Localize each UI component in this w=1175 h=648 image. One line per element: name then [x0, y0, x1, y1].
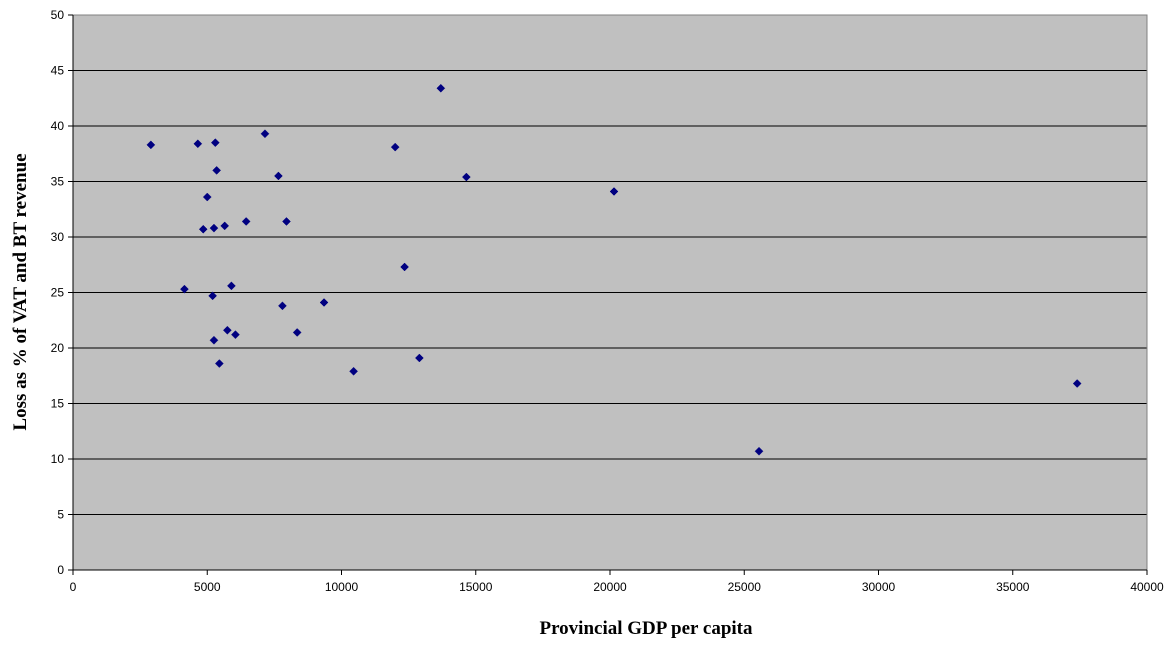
y-tick-label: 20: [51, 341, 65, 355]
data-point: [208, 291, 217, 301]
data-point: [180, 284, 189, 294]
x-tick-label: 40000: [1130, 580, 1164, 594]
data-point: [210, 138, 220, 148]
data-point: [227, 281, 236, 291]
y-tick-label: 25: [51, 286, 65, 300]
data-point: [400, 262, 409, 272]
data-point: [198, 224, 208, 234]
data-point: [193, 139, 203, 149]
data-point: [212, 166, 222, 175]
y-tick-label: 10: [51, 452, 65, 466]
x-axis-title: Provincial GDP per capita: [539, 618, 753, 639]
x-tick-label: 5000: [194, 580, 221, 594]
y-tick-label: 50: [51, 8, 65, 22]
data-point: [146, 140, 156, 150]
data-points: [146, 83, 1082, 456]
x-tick-label: 10000: [325, 580, 359, 594]
data-point: [214, 359, 224, 368]
data-point: [319, 298, 329, 307]
y-tick-label: 15: [51, 397, 65, 411]
x-tick-label: 20000: [593, 580, 627, 594]
y-tick-label: 0: [57, 563, 64, 577]
y-tick-label: 35: [51, 175, 65, 189]
data-point: [241, 217, 251, 226]
data-point: [461, 172, 471, 182]
data-point: [274, 171, 283, 181]
data-point: [1072, 379, 1082, 388]
data-point: [202, 192, 212, 202]
y-tick-label: 5: [57, 508, 64, 522]
y-tick-label: 30: [51, 230, 65, 244]
data-point: [436, 83, 446, 93]
data-point: [223, 325, 232, 335]
data-point: [415, 353, 424, 363]
y-tick-label: 40: [51, 119, 65, 133]
data-point: [278, 301, 287, 311]
data-point: [390, 142, 400, 152]
x-tick-label: 25000: [728, 580, 762, 594]
data-point: [220, 221, 230, 231]
y-tick-label: 45: [51, 64, 65, 78]
data-point: [209, 223, 219, 233]
x-tick-label: 0: [70, 580, 77, 594]
x-tick-label: 35000: [996, 580, 1030, 594]
x-tick-label: 30000: [862, 580, 896, 594]
data-point: [292, 328, 302, 337]
data-point: [231, 330, 240, 340]
data-point: [754, 446, 764, 456]
y-axis-title: Loss as % of VAT and BT revenue: [10, 153, 31, 430]
data-point: [349, 366, 358, 376]
data-point: [209, 335, 219, 345]
data-point: [260, 129, 270, 139]
gridlines: [72, 14, 1148, 571]
tick-labels: 0 5 10 15 20 25 30 35 40 45 50 0 5000 10000 15000 20000…: [51, 8, 1164, 594]
x-tick-label: 15000: [459, 580, 493, 594]
data-point: [282, 217, 291, 226]
data-point: [609, 187, 619, 196]
